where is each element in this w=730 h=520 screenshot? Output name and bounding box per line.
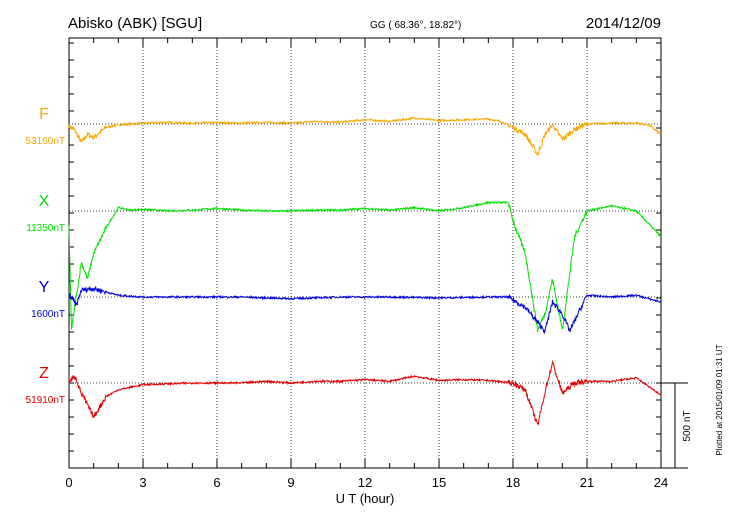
series-baseline-y: 1600nT bbox=[31, 309, 65, 320]
series-baseline-f: 53160nT bbox=[26, 136, 65, 147]
x-tick-labels: 0 3 6 9 12 15 18 21 24 bbox=[65, 475, 668, 490]
series-line-x bbox=[68, 200, 662, 332]
date-label: 2014/12/09 bbox=[586, 15, 661, 32]
scale-bar-label: 500 nT bbox=[682, 410, 693, 441]
series-name-x: X bbox=[39, 193, 50, 210]
axis-ticks bbox=[68, 38, 662, 469]
series-line-f bbox=[68, 116, 662, 156]
x-tick-label: 6 bbox=[213, 475, 220, 490]
series-line-z bbox=[68, 359, 662, 426]
x-tick-label: 12 bbox=[358, 475, 372, 490]
x-tick-label: 24 bbox=[654, 475, 668, 490]
series-line-y bbox=[68, 285, 662, 335]
station-title: Abisko (ABK) [SGU] bbox=[68, 15, 202, 32]
x-tick-label: 21 bbox=[580, 475, 594, 490]
series-baseline-x: 11350nT bbox=[26, 223, 65, 234]
x-tick-label: 9 bbox=[287, 475, 294, 490]
x-tick-label: 18 bbox=[506, 475, 520, 490]
station-coords: GG ( 68.36°, 18.82°) bbox=[370, 20, 461, 31]
series-name-z: Z bbox=[39, 365, 49, 382]
series-labels: F 53160nT X 11350nT Y 1600nT Z 51910nT bbox=[26, 106, 65, 406]
series-group bbox=[68, 116, 662, 426]
series-baseline-z: 51910nT bbox=[26, 395, 65, 406]
series-name-y: Y bbox=[39, 279, 50, 296]
series-name-f: F bbox=[39, 106, 49, 123]
plotted-at-note: Plotted at 2015/01/09 01:31 UT bbox=[715, 344, 724, 455]
x-tick-label: 15 bbox=[432, 475, 446, 490]
x-tick-label: 3 bbox=[139, 475, 146, 490]
scale-bar: 500 nT bbox=[661, 382, 693, 469]
x-axis-label: U T (hour) bbox=[336, 491, 395, 506]
x-tick-label: 0 bbox=[65, 475, 72, 490]
